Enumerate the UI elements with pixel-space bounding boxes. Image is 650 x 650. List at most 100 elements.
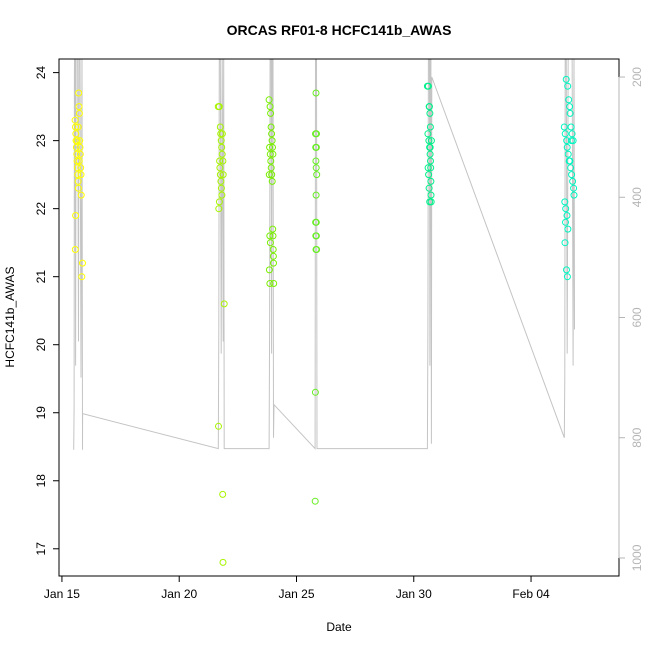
y2-tick-label-0: 200: [630, 67, 644, 87]
data-point-2-24: [269, 150, 277, 158]
x-axis-label: Date: [326, 620, 352, 634]
data-point-1-16: [219, 171, 227, 179]
data-point-4-19: [426, 143, 434, 151]
data-point-2-2: [267, 109, 275, 117]
data-point-3-14: [313, 246, 321, 253]
data-point-0-6: [73, 157, 81, 165]
data-point-1-9: [216, 171, 224, 179]
data-point-4-20: [427, 137, 435, 145]
y2-tick-label-2: 600: [630, 307, 644, 327]
data-point-5-21: [563, 212, 571, 219]
x-tick-label-4: Feb 04: [512, 587, 550, 601]
data-point-2-5: [268, 137, 276, 145]
y-tick-label-5: 22: [34, 202, 48, 216]
x-tick-label-0: Jan 15: [44, 587, 80, 601]
x-axis: Jan 15 Jan 20 Jan 25 Jan 30 Feb 04: [44, 575, 550, 601]
data-point-2-7: [266, 150, 274, 158]
data-point-0-19: [72, 212, 80, 219]
data-point-1-17: [215, 205, 223, 213]
data-point-1-14: [218, 130, 226, 138]
data-point-2-14: [266, 232, 274, 240]
data-point-4-12: [425, 171, 433, 179]
data-point-3-7: [313, 171, 321, 179]
data-point-5-15: [568, 171, 576, 179]
data-point-5-22: [562, 218, 569, 226]
data-point-5-12: [564, 150, 572, 158]
data-point-2-4: [268, 130, 276, 138]
y-tick-label-2: 19: [34, 406, 48, 420]
data-point-1-11: [217, 184, 225, 192]
y2-tick-label-3: 800: [630, 427, 644, 447]
data-point-1-15: [219, 157, 227, 165]
data-point-4-3: [426, 109, 434, 117]
data-point-5-23: [564, 225, 572, 233]
data-point-0-5: [73, 150, 81, 158]
data-point-5-14: [567, 164, 575, 172]
data-point-0-23: [78, 273, 86, 281]
data-point-5-16: [569, 177, 577, 185]
data-point-0-12: [75, 103, 83, 111]
data-point-0-4: [72, 143, 80, 151]
data-point-1-18: [215, 422, 222, 430]
data-point-4-14: [425, 184, 433, 192]
data-point-5-11: [563, 143, 571, 151]
y2-tick-label-4: 1000: [630, 544, 644, 571]
data-point-0-17: [77, 164, 85, 172]
data-point-0-21: [77, 191, 85, 199]
data-point-2-11: [268, 177, 276, 185]
data-point-2-8: [267, 157, 275, 165]
y2-tick-label-1: 400: [630, 187, 644, 207]
data-point-0-18: [77, 171, 85, 179]
y-tick-label-6: 23: [34, 134, 48, 148]
data-point-2-18: [269, 246, 277, 253]
data-point-2-3: [267, 123, 275, 131]
data-point-2-9: [267, 164, 275, 172]
y-tick-label-7: 24: [34, 66, 48, 80]
data-points-layer: [71, 75, 578, 566]
y-tick-label-0: 17: [34, 542, 48, 556]
data-point-3-10: [312, 218, 320, 226]
x-tick-label-1: Jan 20: [161, 587, 197, 601]
data-point-2-20: [270, 259, 277, 267]
data-point-3-4: [312, 143, 320, 151]
data-point-3-2: [313, 130, 320, 138]
data-point-2-21: [265, 266, 273, 274]
data-point-2-23: [270, 280, 278, 287]
data-point-0-20: [71, 246, 79, 253]
data-point-3-0: [312, 89, 320, 97]
data-point-0-8: [74, 171, 82, 179]
data-point-4-11: [427, 164, 435, 172]
data-point-5-3: [566, 103, 574, 111]
data-point-4-18: [425, 103, 433, 111]
data-point-3-6: [312, 164, 320, 172]
data-point-4-15: [427, 191, 435, 199]
pressure-line-layer: [73, 59, 575, 450]
data-point-3-12: [312, 232, 320, 240]
data-point-0-15: [76, 143, 84, 151]
data-point-4-6: [425, 137, 433, 145]
data-point-5-25: [563, 266, 570, 274]
data-point-5-6: [567, 123, 575, 131]
data-point-0-13: [75, 109, 83, 117]
y-tick-label-1: 18: [34, 474, 48, 488]
data-point-1-2: [216, 123, 224, 131]
data-point-0-26: [75, 157, 83, 165]
data-point-1-20: [219, 490, 227, 498]
data-point-3-16: [311, 497, 319, 505]
data-point-5-20: [562, 205, 570, 213]
data-point-2-17: [266, 239, 274, 247]
data-point-0-25: [74, 123, 82, 131]
data-point-1-13: [215, 198, 223, 206]
data-point-1-19: [220, 300, 228, 308]
data-point-1-8: [216, 164, 224, 172]
data-point-4-13: [427, 177, 435, 185]
data-point-2-10: [268, 171, 276, 179]
data-point-0-7: [73, 164, 81, 172]
right-pressure-axis: 200 400 600 800 1000: [618, 67, 644, 571]
x-tick-label-3: Jan 30: [396, 587, 432, 601]
data-point-0-11: [75, 89, 83, 97]
data-point-2-0: [265, 96, 273, 104]
data-point-5-18: [570, 191, 578, 199]
data-point-0-10: [74, 184, 82, 192]
data-point-4-5: [424, 130, 432, 138]
